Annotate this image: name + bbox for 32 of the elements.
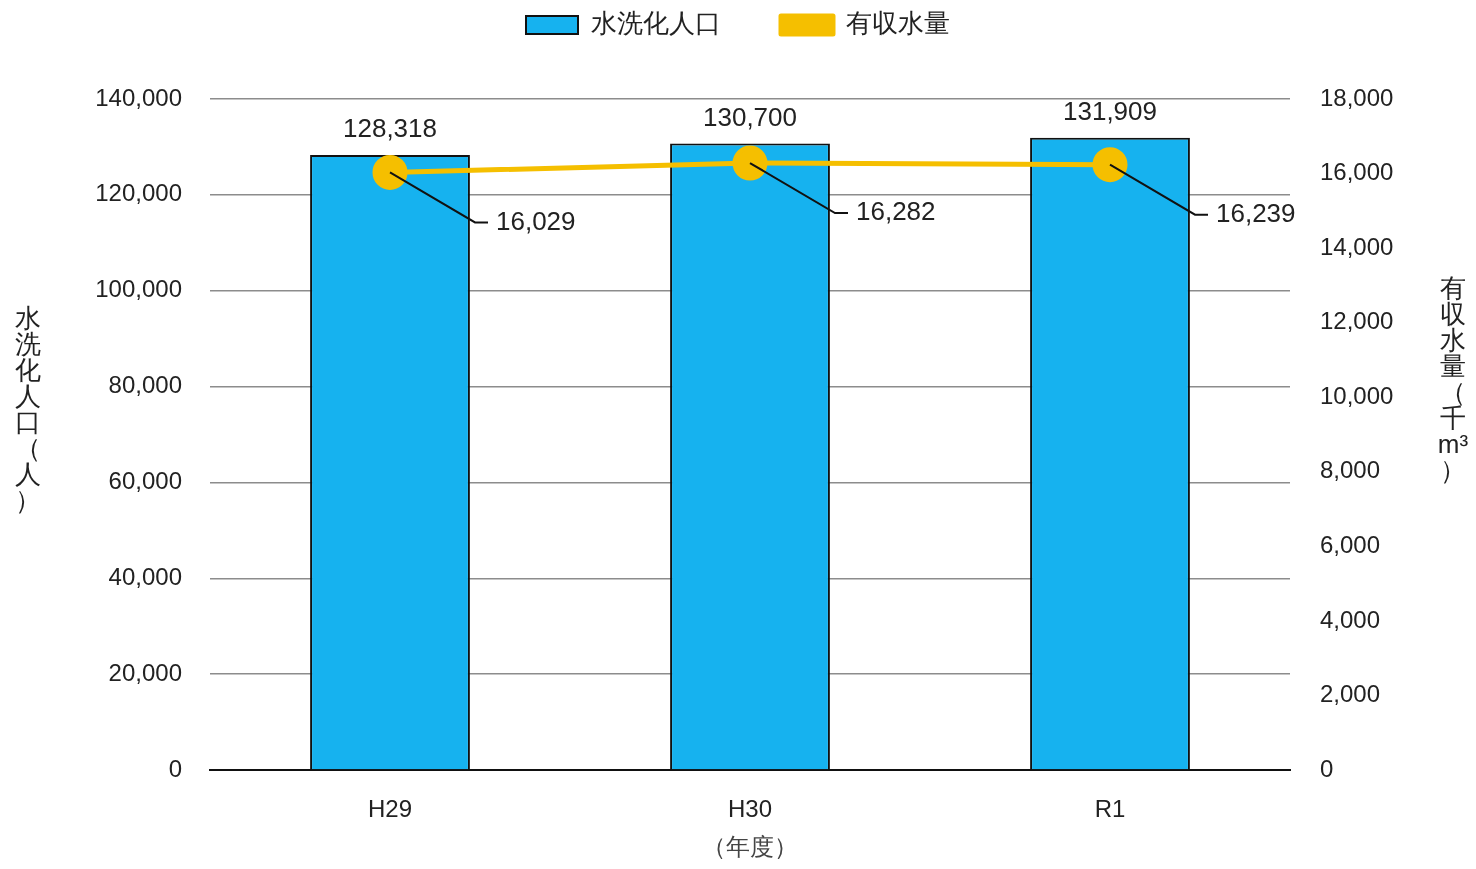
data-label: 16,282 bbox=[856, 196, 936, 227]
y-tick-label: 60,000 bbox=[108, 467, 182, 495]
x-axis-title: （年度） bbox=[702, 833, 798, 861]
y2-tick-label: 4,000 bbox=[1320, 605, 1381, 633]
x-tick-label: H30 bbox=[727, 795, 773, 823]
data-label: 16,239 bbox=[1216, 197, 1296, 228]
y2-tick-label: 18,000 bbox=[1320, 83, 1394, 111]
y2-tick-label: 8,000 bbox=[1320, 456, 1381, 484]
y-tick-label: 40,000 bbox=[108, 562, 182, 590]
x-tick-label: R1 bbox=[1094, 795, 1126, 823]
y2-tick-label: 0 bbox=[1320, 754, 1334, 782]
x-tick-label: H29 bbox=[367, 795, 413, 823]
y2-tick-label: 14,000 bbox=[1320, 232, 1394, 260]
y2-tick-label: 12,000 bbox=[1320, 307, 1394, 335]
y-tick-label: 120,000 bbox=[95, 179, 182, 207]
y2-tick-label: 6,000 bbox=[1320, 530, 1381, 558]
y-tick-label: 0 bbox=[168, 754, 182, 782]
data-label: 16,029 bbox=[496, 205, 576, 236]
y-tick-label: 140,000 bbox=[95, 83, 182, 111]
y2-tick-label: 16,000 bbox=[1320, 158, 1394, 186]
y2-tick-label: 2,000 bbox=[1320, 680, 1381, 708]
y2-axis-title: 有収水量（千m³） bbox=[1436, 273, 1470, 485]
y-tick-label: 80,000 bbox=[108, 371, 182, 399]
y-tick-label: 20,000 bbox=[108, 658, 182, 686]
y-axis-title: 水洗化人口（人） bbox=[14, 303, 42, 515]
data-label: 131,909 bbox=[1063, 95, 1157, 126]
data-label: 128,318 bbox=[343, 113, 437, 144]
legend-label: 水洗化人口 bbox=[591, 8, 721, 39]
y2-tick-label: 10,000 bbox=[1320, 381, 1394, 409]
data-label: 130,700 bbox=[703, 101, 797, 132]
y-tick-label: 100,000 bbox=[95, 275, 182, 303]
legend-label: 有収水量 bbox=[846, 8, 950, 39]
